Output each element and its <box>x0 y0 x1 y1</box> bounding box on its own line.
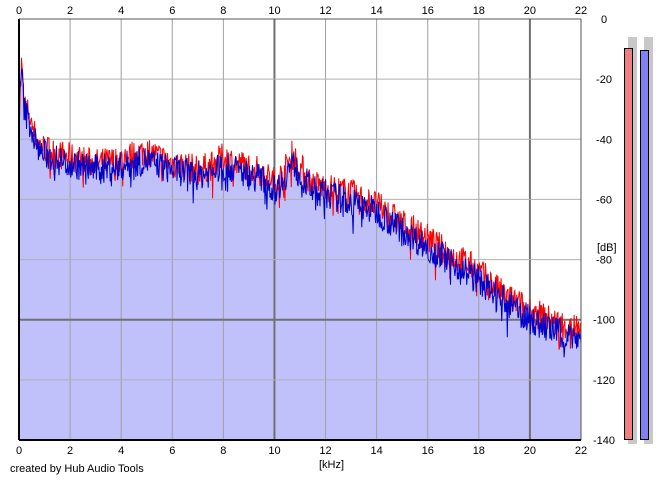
y-tick-5: -100 <box>593 315 615 327</box>
x-tick-top-7: 14 <box>371 5 383 17</box>
spectrum-area <box>19 57 581 441</box>
spectrum-fill <box>19 57 581 441</box>
x-tick-bottom-0: 0 <box>16 445 22 457</box>
x-tick-bottom-9: 18 <box>473 445 485 457</box>
x-tick-bottom-1: 2 <box>67 445 73 457</box>
x-tick-top-5: 10 <box>268 5 280 17</box>
x-tick-bottom-2: 4 <box>118 445 124 457</box>
tick-labels: 002244668810101212141416161818202022220-… <box>16 5 615 457</box>
y-tick-7: -140 <box>593 435 615 447</box>
x-tick-top-2: 4 <box>118 5 124 17</box>
x-tick-top-0: 0 <box>16 5 22 17</box>
x-axis-label: [kHz] <box>319 459 344 471</box>
x-tick-top-11: 22 <box>575 5 587 17</box>
credit-text: created by Hub Audio Tools <box>10 463 144 475</box>
y-tick-4: -80 <box>596 255 612 267</box>
y-tick-6: -120 <box>593 375 615 387</box>
y-tick-0: 0 <box>601 14 607 26</box>
axes <box>18 18 582 441</box>
x-tick-bottom-4: 8 <box>220 445 226 457</box>
series-line-1 <box>18 68 582 358</box>
x-tick-bottom-11: 22 <box>575 445 587 457</box>
y-axis-label: [dB] <box>597 242 617 254</box>
y-tick-1: -20 <box>596 74 612 86</box>
x-tick-bottom-5: 10 <box>268 445 280 457</box>
x-tick-top-3: 6 <box>169 5 175 17</box>
x-tick-top-8: 16 <box>422 5 434 17</box>
x-tick-top-4: 8 <box>220 5 226 17</box>
x-tick-bottom-7: 14 <box>371 445 383 457</box>
x-tick-top-1: 2 <box>67 5 73 17</box>
x-tick-bottom-3: 6 <box>169 445 175 457</box>
y-tick-3: -60 <box>596 194 612 206</box>
x-tick-bottom-6: 12 <box>319 445 331 457</box>
x-tick-bottom-8: 16 <box>422 445 434 457</box>
x-tick-bottom-10: 20 <box>524 445 536 457</box>
x-tick-top-6: 12 <box>319 5 331 17</box>
right-level-meter <box>640 50 649 440</box>
y-tick-2: -40 <box>596 134 612 146</box>
series-lines <box>18 57 582 358</box>
x-tick-top-10: 20 <box>524 5 536 17</box>
left-level-meter <box>624 47 633 440</box>
x-tick-top-9: 18 <box>473 5 485 17</box>
